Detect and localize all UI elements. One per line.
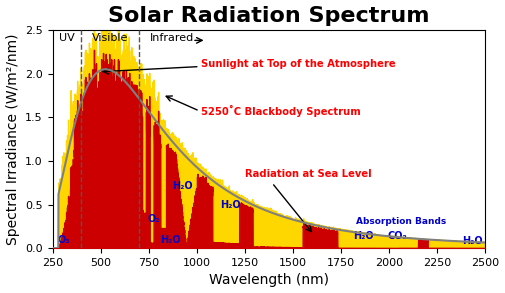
Text: 5250˚C Blackbody Spectrum: 5250˚C Blackbody Spectrum <box>200 105 361 117</box>
Text: Infrared: Infrared <box>149 33 194 43</box>
Text: H₂O: H₂O <box>220 200 240 210</box>
Text: O₃: O₃ <box>58 235 71 245</box>
Text: H₂O: H₂O <box>352 231 373 241</box>
Text: Radiation at Sea Level: Radiation at Sea Level <box>245 168 372 178</box>
Text: Visible: Visible <box>92 33 128 43</box>
Y-axis label: Spectral Irradiance (W/m²/nm): Spectral Irradiance (W/m²/nm) <box>6 33 20 245</box>
Text: CO₂: CO₂ <box>387 231 407 241</box>
X-axis label: Wavelength (nm): Wavelength (nm) <box>209 273 329 287</box>
Text: O₂: O₂ <box>148 214 160 224</box>
Text: UV: UV <box>59 33 75 43</box>
Text: H₂O: H₂O <box>172 181 192 191</box>
Text: H₂O: H₂O <box>160 235 181 245</box>
Text: Sunlight at Top of the Atmosphere: Sunlight at Top of the Atmosphere <box>200 59 395 69</box>
Text: Absorption Bands: Absorption Bands <box>356 217 446 226</box>
Title: Solar Radiation Spectrum: Solar Radiation Spectrum <box>108 6 430 25</box>
Text: H₂O: H₂O <box>462 236 483 246</box>
